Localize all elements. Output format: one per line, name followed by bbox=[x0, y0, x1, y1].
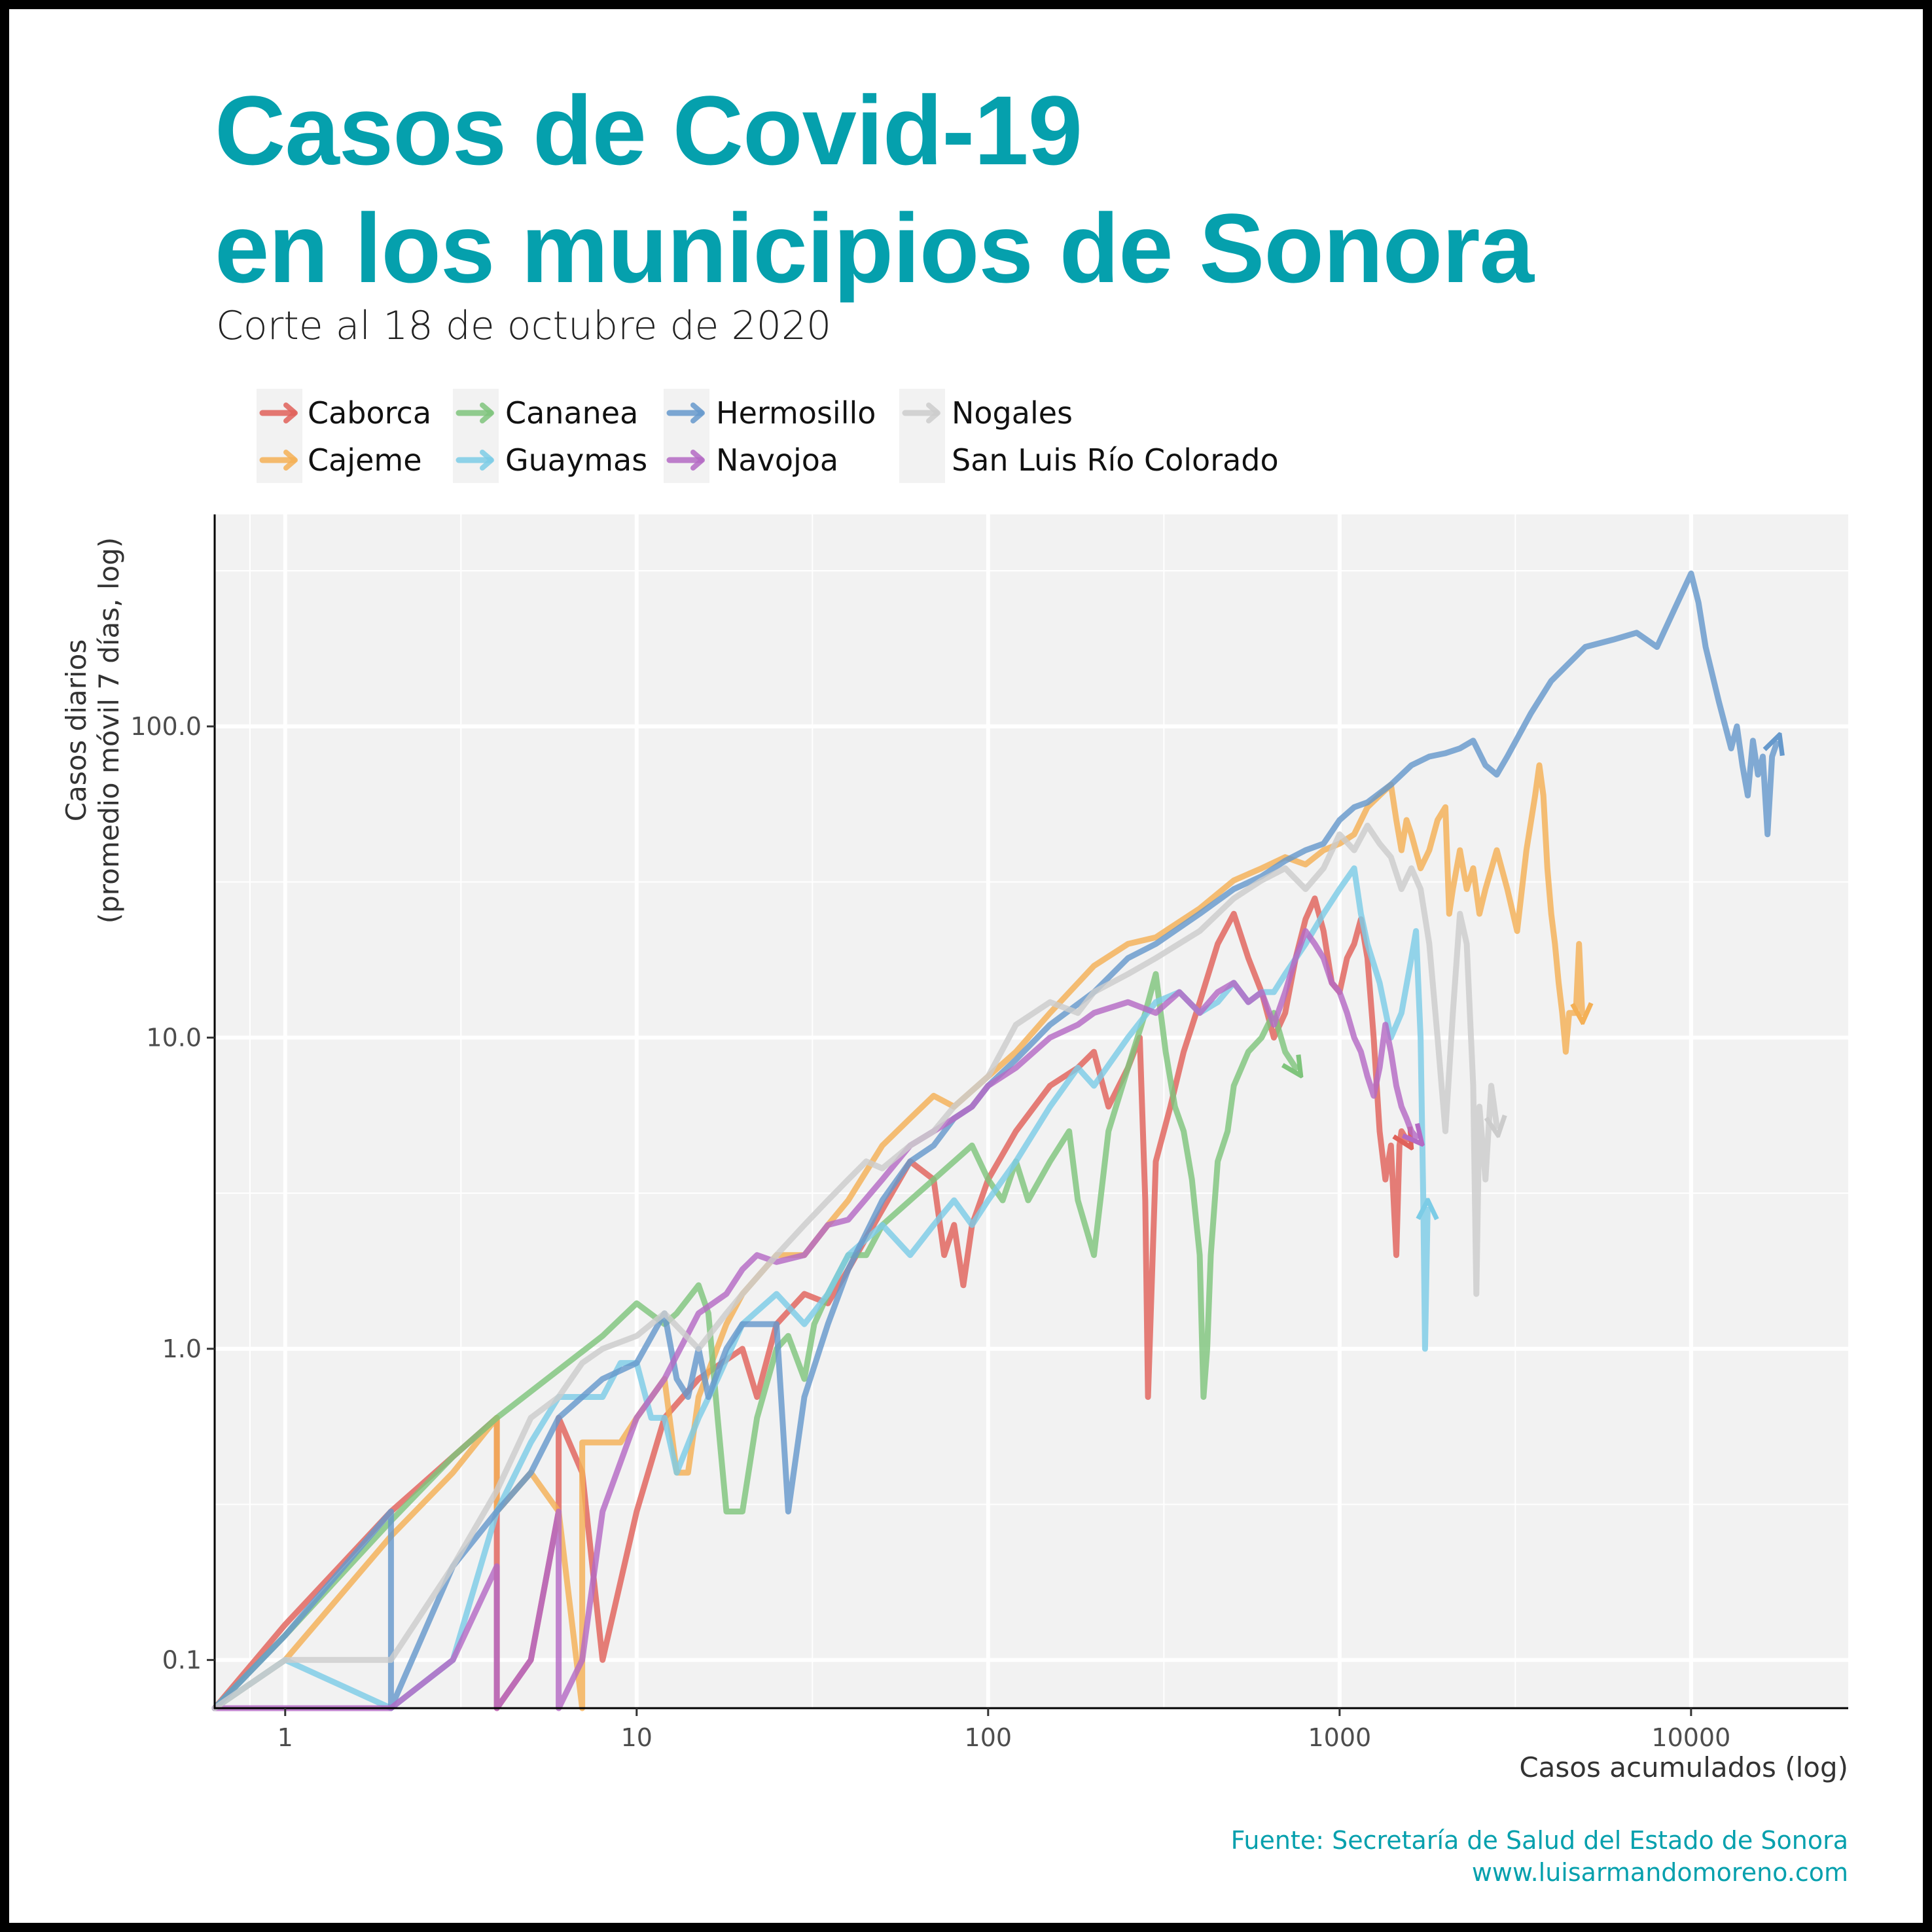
x-tick-label: 10000 bbox=[1651, 1723, 1730, 1752]
x-tick-label: 10 bbox=[621, 1723, 653, 1752]
caption-source: Fuente: Secretaría de Salud del Estado d… bbox=[1231, 1826, 1848, 1855]
series-line-navojoa bbox=[211, 928, 1416, 1711]
caption-url: www.luisarmandomoreno.com bbox=[1472, 1858, 1848, 1887]
legend-item-san-luis-r-o-colorado: San Luis Río Colorado bbox=[899, 436, 1279, 483]
subtitle: Corte al 18 de octubre de 2020 bbox=[216, 303, 831, 349]
legend-item-caborca: Caborca bbox=[257, 389, 431, 436]
title-line-1: Casos de Covid-19 bbox=[215, 75, 1082, 185]
legend-key-arrow bbox=[480, 450, 494, 471]
y-axis-title-line-2: (promedio móvil 7 días, log) bbox=[93, 537, 125, 924]
y-axis-ticks: 0.1 1.0 10.0 100.0 bbox=[130, 712, 215, 1674]
chart-frame: Casos de Covid-19 en los municipios de S… bbox=[9, 9, 1923, 1923]
chart: Casos de Covid-19 en los municipios de S… bbox=[60, 75, 1848, 1887]
legend-key-arrow bbox=[283, 450, 298, 471]
y-axis-title-line-1: Casos diarios bbox=[60, 639, 92, 821]
series-line-hermosillo bbox=[211, 570, 1776, 1711]
legend-label: Caborca bbox=[308, 395, 431, 431]
y-tick-label: 10.0 bbox=[146, 1023, 202, 1052]
legend-label: Navojoa bbox=[716, 442, 838, 478]
y-tick-label: 0.1 bbox=[162, 1645, 202, 1674]
series-line-guaymas bbox=[211, 865, 1427, 1711]
legend-key-arrow bbox=[480, 402, 494, 423]
legend-label: Guaymas bbox=[505, 442, 647, 478]
series-line-cananea bbox=[211, 971, 1296, 1711]
legend: Caborca Cajeme Cananea Guaymas Hermosillo Nav… bbox=[257, 389, 1279, 483]
legend-item-navojoa: Navojoa bbox=[664, 436, 838, 483]
legend-key-arrow bbox=[926, 402, 940, 423]
x-axis-ticks: 1 10 100 1000 10000 bbox=[277, 1708, 1730, 1752]
x-tick-label: 100 bbox=[965, 1723, 1012, 1752]
legend-key-arrow bbox=[690, 450, 705, 471]
series-lines bbox=[211, 570, 1776, 1711]
legend-label: Cajeme bbox=[308, 442, 422, 478]
legend-key-box bbox=[899, 436, 945, 483]
x-axis-title: Casos acumulados (log) bbox=[1519, 1751, 1848, 1783]
legend-item-cananea: Cananea bbox=[453, 389, 638, 436]
y-tick-label: 1.0 bbox=[162, 1334, 202, 1363]
legend-key-arrow bbox=[690, 402, 705, 423]
legend-label: San Luis Río Colorado bbox=[952, 442, 1279, 478]
x-tick-label: 1000 bbox=[1308, 1723, 1371, 1752]
legend-label: Cananea bbox=[505, 395, 638, 431]
x-tick-label: 1 bbox=[277, 1723, 293, 1752]
legend-item-nogales: Nogales bbox=[899, 389, 1073, 436]
legend-key-arrow bbox=[283, 402, 298, 423]
legend-label: Hermosillo bbox=[716, 395, 876, 431]
legend-item-hermosillo: Hermosillo bbox=[664, 389, 876, 436]
legend-item-cajeme: Cajeme bbox=[257, 436, 422, 483]
series-line-nogales bbox=[211, 823, 1497, 1711]
legend-label: Nogales bbox=[952, 395, 1073, 431]
series-line-caborca bbox=[211, 895, 1406, 1711]
legend-item-guaymas: Guaymas bbox=[453, 436, 647, 483]
title-line-2: en los municipios de Sonora bbox=[215, 193, 1535, 303]
y-tick-label: 100.0 bbox=[130, 712, 202, 741]
